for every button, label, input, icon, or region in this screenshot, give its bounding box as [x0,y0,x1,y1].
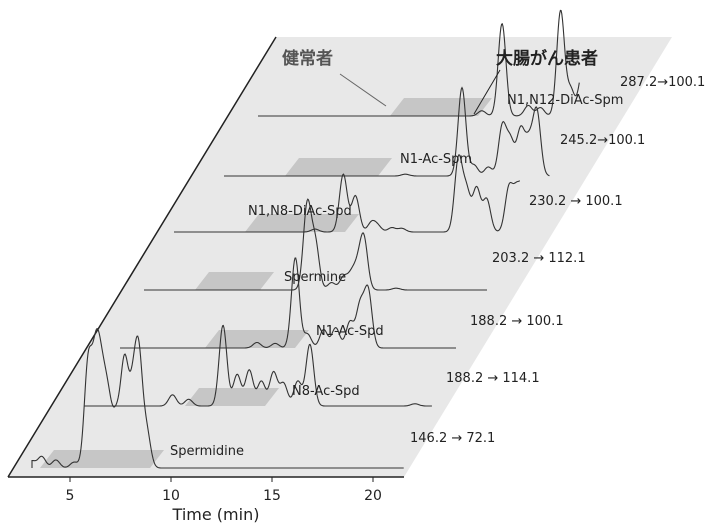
compound-label: N1-Ac-Spm [400,152,472,167]
compound-label: N1,N12-DiAc-Spm [507,93,623,108]
chromatogram-trace [224,86,550,177]
healthy-group-label: 健常者 [282,48,333,69]
backdrop-slope-edge [7,36,277,478]
elution-window-band [195,272,274,290]
chromatogram-trace [120,257,456,349]
transition-label: 287.2→100.1 [620,75,705,90]
chromatogram-trace [258,9,580,117]
transition-label: 188.2 → 114.1 [446,371,540,386]
patient-group-label: 大腸がん患者 [496,48,598,69]
x-tick-label: 20 [364,488,382,504]
transition-label: 146.2 → 72.1 [410,431,495,446]
compound-label: Spermine [284,270,346,285]
chromatogram-trace [174,154,521,233]
transition-label: 230.2 → 100.1 [529,194,623,209]
compound-label: N8-Ac-Spd [292,384,360,399]
transition-label: 203.2 → 112.1 [492,251,586,266]
elution-window-band [390,98,492,116]
elution-window-band [185,388,279,406]
chromatogram-trace [144,198,487,291]
compound-label: N1,N8-DiAc-Spd [248,204,352,219]
x-tick-label: 5 [66,488,75,504]
transition-label: 188.2 → 100.1 [470,314,564,329]
x-tick-label: 10 [162,488,180,504]
gray-backdrop [8,37,672,477]
chromatogram-trace [31,327,404,469]
compound-label: Spermidine [170,444,244,459]
elution-window-band [205,330,309,348]
elution-window-band [245,214,359,232]
elution-window-band [40,450,164,468]
elution-window-band [285,158,392,176]
chromatogram-trace [84,324,432,407]
x-tick-label: 15 [263,488,281,504]
transition-label: 245.2→100.1 [560,133,645,148]
healthy-group-pointer [339,73,387,107]
patient-group-pointer [473,69,501,115]
compound-label: N1-Ac-Spd [316,324,384,339]
x-axis-title: Time (min) [172,505,260,523]
